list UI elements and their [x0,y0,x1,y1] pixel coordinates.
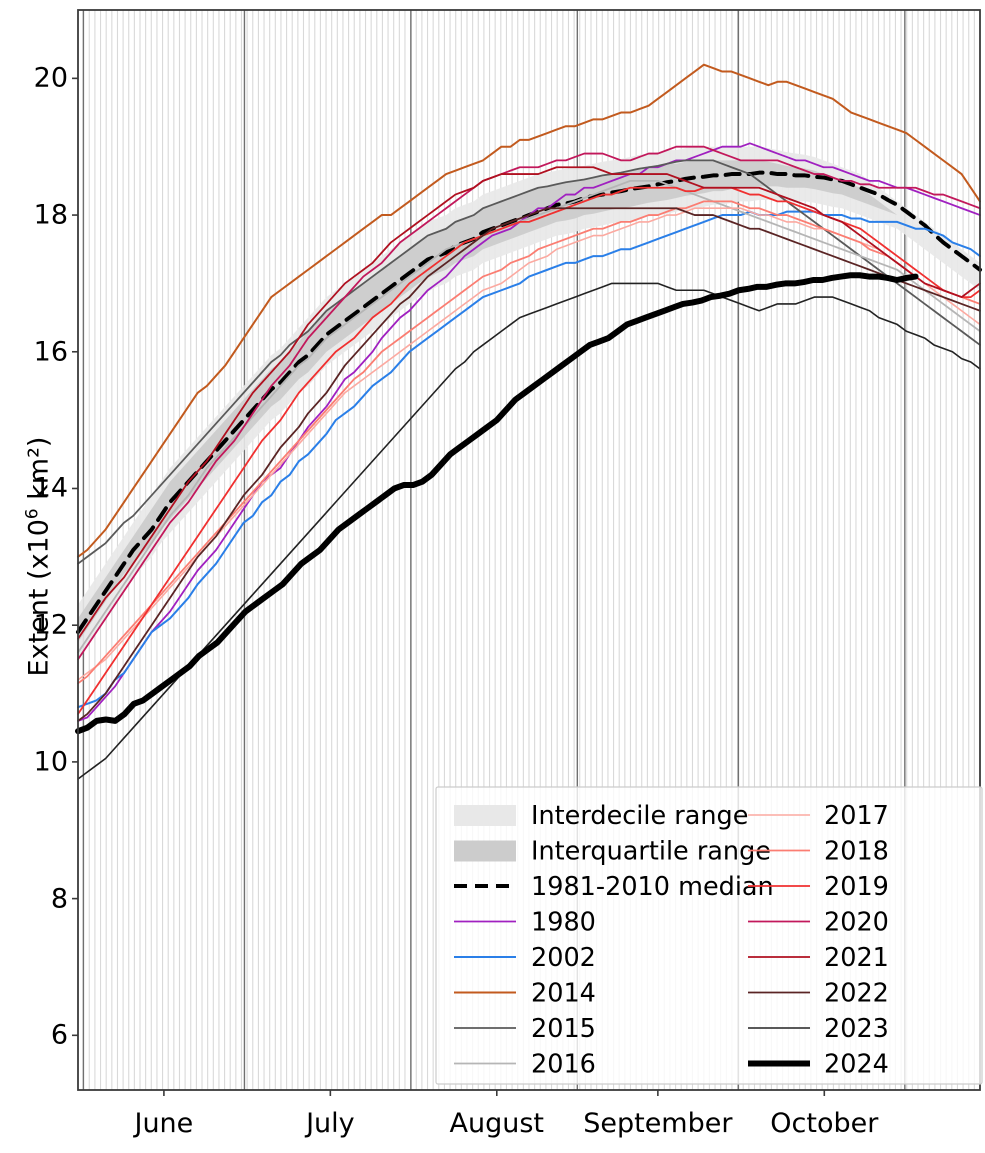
x-axis-tick-label: September [583,1108,733,1139]
legend-label[interactable]: 1981-2010 median [531,872,774,902]
y-axis-tick-label: 6 [50,1019,68,1051]
y-axis-tick-label: 18 [33,199,68,231]
legend-swatch-band [454,840,516,862]
legend-label[interactable]: 2014 [531,979,596,1009]
legend-label[interactable]: 2023 [824,1014,889,1044]
legend-swatch-band [454,805,516,826]
legend[interactable]: Interdecile range Interquartile range 1981… [435,786,983,1085]
series-line [77,63,981,558]
series-line [77,282,981,780]
y-axis-tick-label: 12 [33,609,68,641]
series-line [77,210,981,709]
series-line [77,159,981,565]
axis-ticks [72,77,826,1096]
legend-label[interactable]: 2021 [824,943,889,973]
legend-label[interactable]: 2015 [531,1014,596,1044]
legend-label[interactable]: 2016 [531,1050,596,1080]
y-axis-tick-label: 8 [50,883,68,915]
axes-spines [77,9,981,1091]
series-lines-layer [75,63,982,780]
legend-label[interactable]: 2018 [824,837,889,867]
legend-label[interactable]: 2024 [824,1050,889,1080]
series-line [77,166,981,640]
x-axis-tick-label: August [449,1108,545,1139]
legend-label[interactable]: 2002 [531,943,596,973]
x-axis-tick-label: July [306,1108,355,1139]
series-line [77,179,981,654]
legend-label[interactable]: 2019 [824,872,889,902]
series-line [77,207,981,722]
legend-label[interactable]: 2017 [824,801,889,831]
series-line [75,272,919,735]
legend-label[interactable]: 1980 [531,908,596,938]
legend-box [435,786,983,1085]
legend-label[interactable]: Interdecile range [531,801,748,831]
y-axis-tick-label: 16 [33,336,68,368]
y-axis-tick-label: 10 [33,746,68,778]
series-line [77,145,981,661]
legend-label[interactable]: 2020 [824,908,889,938]
x-axis-tick-label: October [770,1108,879,1139]
legend-label[interactable]: 2022 [824,979,889,1009]
x-axis-tick-label: June [134,1108,194,1139]
range-bands-layer [78,146,980,660]
y-axis-tick-label: 14 [33,472,68,504]
legend-label[interactable]: Interquartile range [531,837,771,867]
y-axis-tick-label: 20 [33,62,68,94]
